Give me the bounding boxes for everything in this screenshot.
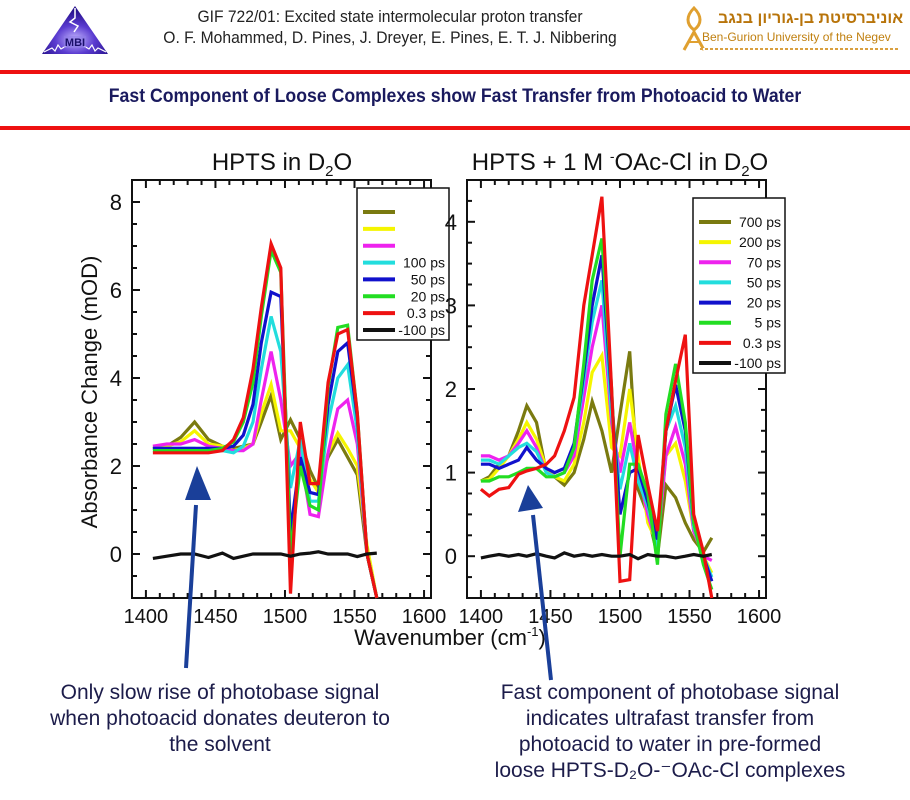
x-tick-label: 1400	[124, 606, 169, 628]
x-tick-label: 1600	[402, 606, 447, 628]
caption-right-line-4: loose HPTS-D₂O-⁻OAc-Cl complexes	[494, 759, 846, 782]
x-tick-label: 1550	[667, 606, 712, 628]
series-line-50ps	[152, 289, 379, 599]
chart-left-title: HPTS in D2O	[212, 149, 352, 180]
x-tick-label: 1600	[737, 606, 782, 628]
legend-label: 70 ps	[747, 254, 781, 270]
caption-left: Only slow rise of photobase signal when …	[50, 681, 390, 756]
chart-right-title: HPTS + 1 M -OAc-Cl in D2O	[472, 148, 768, 180]
y-tick-label: 6	[110, 278, 122, 303]
top-red-rule	[0, 70, 910, 74]
chart-left: HPTS in D2O Absorbance Change (mOD) 1400…	[77, 149, 450, 628]
arrow-left-head	[185, 466, 211, 500]
x-tick-label: 1450	[193, 606, 238, 628]
series-line-unlabeled	[152, 389, 379, 599]
bgu-english-name: Ben-Gurion University of the Negev	[702, 30, 891, 44]
y-tick-label: 8	[110, 190, 122, 215]
header-text: GIF 722/01: Excited state intermolecular…	[160, 6, 620, 48]
x-tick-label: 1500	[263, 606, 308, 628]
arrow-left-shaft	[184, 504, 198, 669]
header-line-1: GIF 722/01: Excited state intermolecular…	[197, 7, 583, 26]
legend-label: 100 ps	[403, 255, 445, 271]
legend-label: 200 ps	[739, 234, 781, 250]
caption-right-line-2: indicates ultrafast transfer from	[525, 707, 815, 730]
series-line-100ps	[152, 315, 379, 599]
series-line-20ps	[152, 244, 379, 599]
legend-label: 20 ps	[411, 288, 445, 304]
caption-right-line-3: photoacid to water in pre-formed	[518, 733, 822, 756]
series-line--100ps	[480, 551, 713, 561]
y-tick-label: 4	[110, 366, 122, 391]
header-line-2: O. F. Mohammed, D. Pines, J. Dreyer, E. …	[163, 28, 617, 47]
legend-label: -100 ps	[734, 355, 781, 371]
series-line-700ps	[480, 351, 714, 557]
legend-label: -100 ps	[398, 322, 445, 338]
arrow-right-shaft	[531, 514, 553, 681]
series-line-5ps	[480, 238, 714, 591]
series-line--100ps	[152, 550, 377, 561]
x-tick-label: 1550	[332, 606, 377, 628]
arrows	[184, 466, 553, 681]
chart-right: HPTS + 1 M -OAc-Cl in D2O 1400 1450 1500 15…	[445, 148, 786, 628]
banner-title: Fast Component of Loose Complexes show F…	[108, 86, 802, 107]
mbi-logo-text: MBI	[65, 37, 85, 49]
legend-label: 0.3 ps	[743, 335, 781, 351]
series-line-unlabeled	[152, 351, 379, 599]
series-line-70ps	[480, 305, 713, 562]
y-tick-label: 3	[445, 293, 457, 318]
shared-xlabel: Wavenumber (cm-1)	[354, 624, 546, 650]
chart-left-frame	[131, 179, 432, 599]
legend-label: 5 ps	[755, 315, 781, 331]
legend-label: 0.3 ps	[407, 305, 445, 321]
legend-label: 50 ps	[747, 274, 781, 290]
y-tick-label: 4	[445, 210, 457, 235]
legend-label: 700 ps	[739, 214, 781, 230]
mbi-logo: MBI	[42, 6, 108, 54]
legend-label: 20 ps	[747, 295, 781, 311]
bgu-logo: אוניברסיטת בן-גוריון בנגב Ben-Gurion Uni…	[680, 6, 910, 52]
y-tick-label: 2	[110, 454, 122, 479]
x-tick-label: 1400	[459, 606, 504, 628]
arrow-right-head	[518, 485, 543, 512]
series-line-0p3ps	[152, 237, 379, 599]
y-tick-label: 0	[110, 542, 122, 567]
series-line-0p3ps	[479, 196, 714, 599]
x-tick-label: 1500	[598, 606, 643, 628]
bgu-hebrew-name: אוניברסיטת בן-גוריון בנגב	[718, 10, 904, 27]
chart-left-ylabel: Absorbance Change (mOD)	[77, 256, 102, 529]
x-tick-label: 1450	[528, 606, 573, 628]
y-tick-label: 1	[445, 461, 457, 486]
caption-right: Fast component of photobase signal indic…	[440, 680, 900, 784]
legend-label: 50 ps	[411, 271, 445, 287]
bottom-red-rule	[0, 126, 910, 130]
bgu-emblem-icon	[682, 6, 706, 51]
y-tick-label: 2	[445, 377, 457, 402]
series-line-unlabeled	[152, 378, 379, 599]
series-line-200ps	[480, 350, 714, 574]
y-tick-label: 0	[445, 544, 457, 569]
bgu-underline	[700, 48, 900, 50]
caption-right-line-1: Fast component of photobase signal	[500, 681, 840, 704]
series-line-50ps	[480, 279, 714, 578]
